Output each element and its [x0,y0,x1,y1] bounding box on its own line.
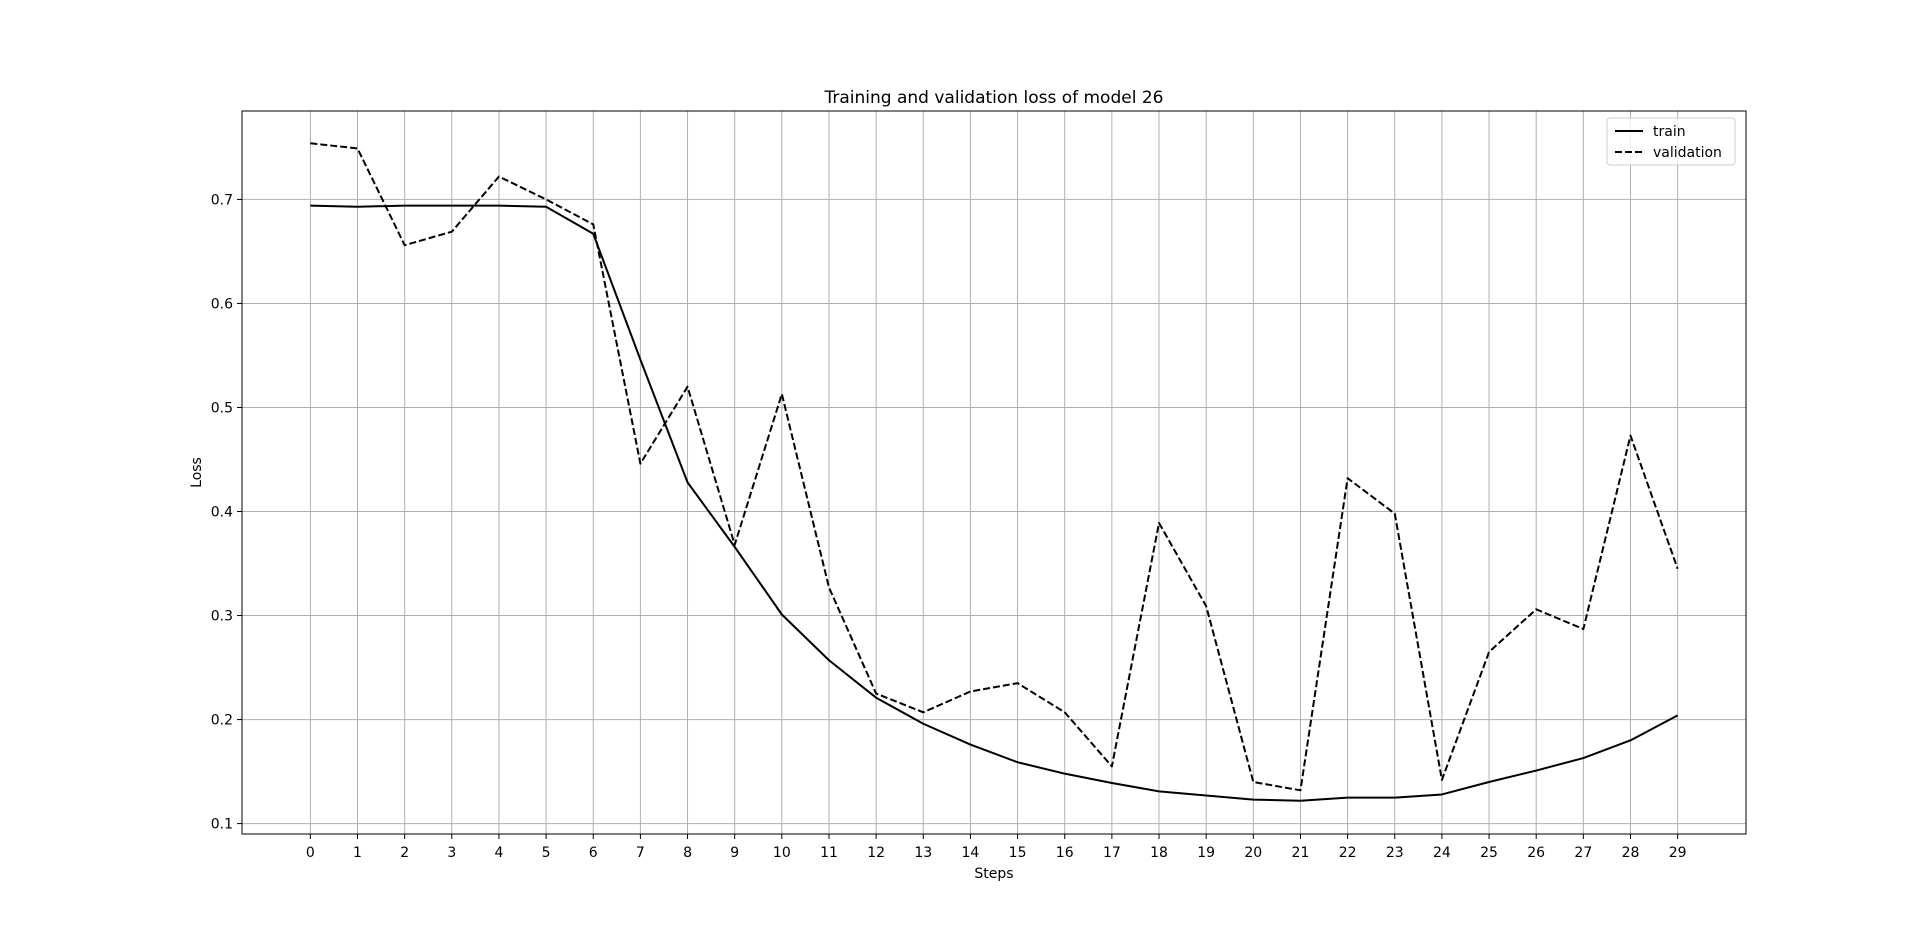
x-tick-label: 10 [773,845,791,861]
chart-title: Training and validation loss of model 26 [824,88,1164,108]
y-tick-label: 0.6 [211,296,233,312]
x-tick-label: 8 [683,845,692,861]
x-tick-label: 17 [1103,845,1121,861]
y-tick-label: 0.2 [211,713,233,729]
x-axis-ticks: 0 1 2 3 4 5 6 7 8 9 10 11 12 13 14 15 16 17 18 19 20 21 22 23 24… [306,834,1687,861]
legend-label-train: train [1653,124,1686,140]
x-tick-label: 7 [636,845,645,861]
y-tick-label: 0.4 [211,505,233,521]
x-tick-label: 13 [914,845,932,861]
y-tick-label: 0.3 [211,609,233,625]
x-tick-label: 16 [1056,845,1074,861]
y-axis-label: Loss [189,457,205,488]
x-tick-label: 5 [542,845,551,861]
x-tick-label: 22 [1339,845,1357,861]
x-tick-label: 24 [1433,845,1451,861]
x-tick-label: 20 [1244,845,1262,861]
legend: train validation [1606,117,1736,166]
x-tick-label: 18 [1150,845,1168,861]
series-line-validation [310,142,1679,792]
y-tick-label: 0.1 [211,817,233,833]
x-tick-label: 0 [306,845,315,861]
x-tick-label: 11 [820,845,838,861]
x-tick-label: 3 [447,845,456,861]
grid [242,111,1746,834]
series-lines [310,142,1679,802]
x-tick-label: 19 [1197,845,1215,861]
y-tick-label: 0.5 [211,400,233,416]
x-tick-label: 23 [1386,845,1404,861]
y-axis-ticks: 0.1 0.2 0.3 0.4 0.5 0.6 0.7 [211,192,242,833]
x-tick-label: 25 [1480,845,1498,861]
legend-box [1606,117,1736,166]
x-tick-label: 29 [1669,845,1687,861]
series-line-train [310,204,1679,802]
x-tick-label: 12 [867,845,885,861]
x-tick-label: 21 [1292,845,1310,861]
plot-area-frame [241,110,1747,835]
x-tick-label: 4 [494,845,503,861]
legend-label-validation: validation [1653,145,1722,161]
x-tick-label: 2 [400,845,409,861]
x-tick-label: 6 [589,845,598,861]
x-tick-label: 14 [962,845,980,861]
x-tick-label: 9 [730,845,739,861]
x-tick-label: 26 [1527,845,1545,861]
x-tick-label: 27 [1574,845,1592,861]
x-tick-label: 15 [1009,845,1027,861]
x-tick-label: 1 [353,845,362,861]
y-tick-label: 0.7 [211,192,233,208]
x-axis-label: Steps [974,866,1013,882]
x-tick-label: 28 [1622,845,1640,861]
